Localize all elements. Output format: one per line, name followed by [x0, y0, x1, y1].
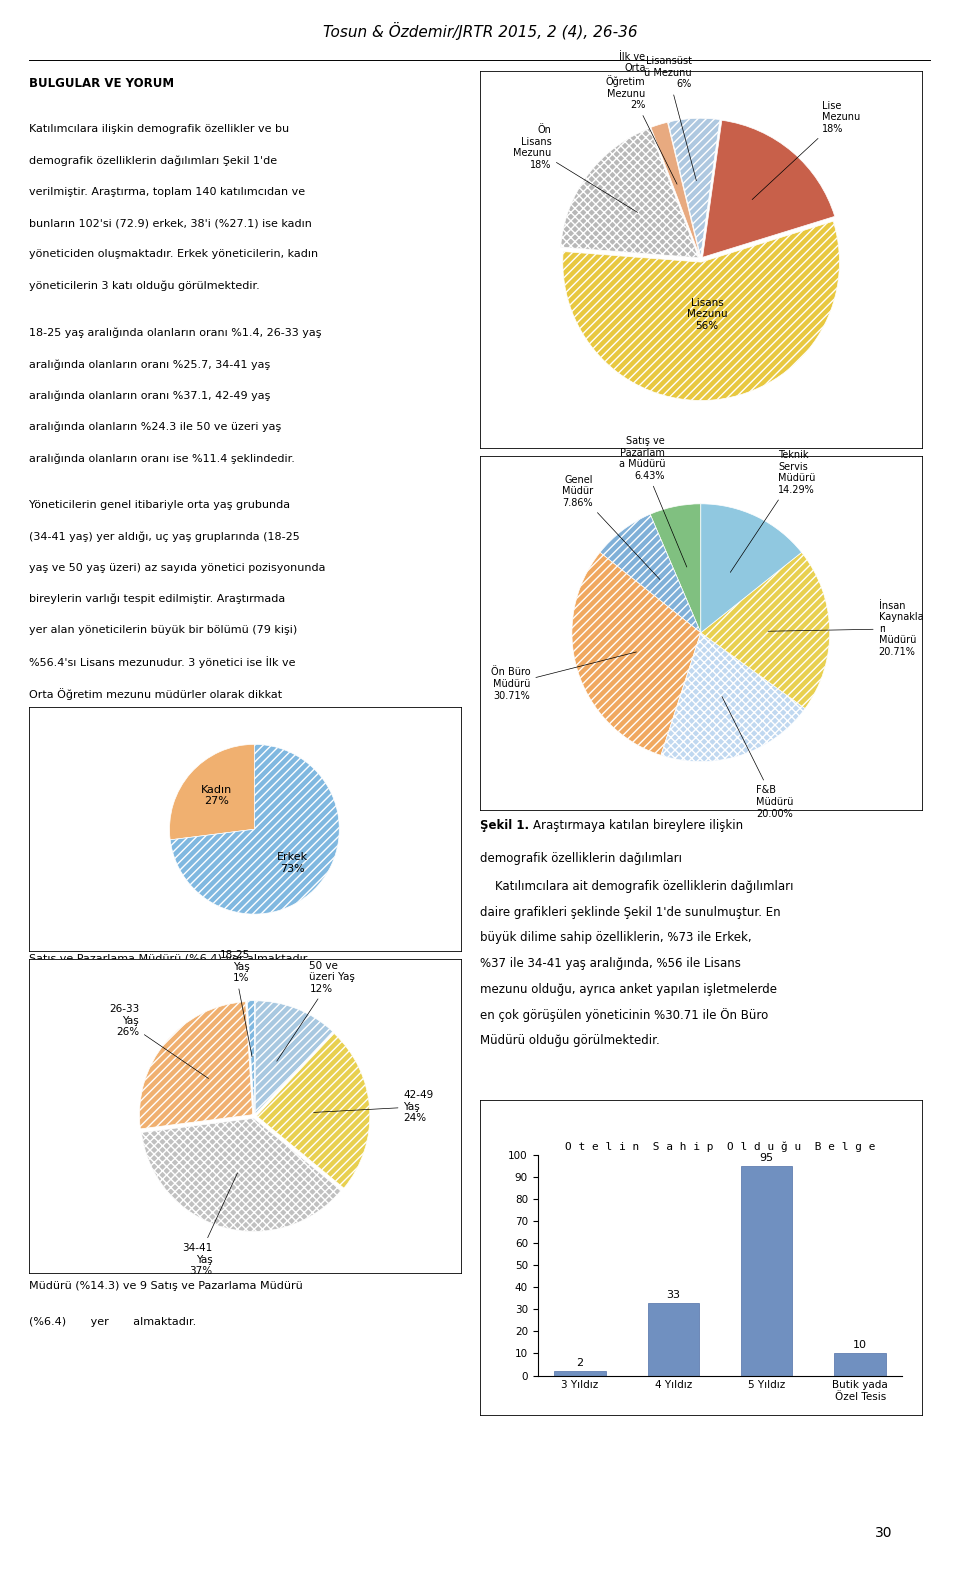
Text: aralığında olanların oranı %25.7, 34-41 yaş: aralığında olanların oranı %25.7, 34-41 … [29, 358, 270, 369]
Wedge shape [139, 1001, 252, 1129]
Text: Katılımcılara ait demografik özelliklerin dağılımları: Katılımcılara ait demografik özellikleri… [480, 880, 794, 893]
Text: Teknik
Servis
Müdürü
14.29%: Teknik Servis Müdürü 14.29% [731, 450, 815, 572]
Text: İnsan
Kaynakla
rı
Müdürü
20.71%: İnsan Kaynakla rı Müdürü 20.71% [768, 601, 924, 657]
Text: Yöneticilerin genel itibariyle orta yaş grubunda: Yöneticilerin genel itibariyle orta yaş … [29, 500, 290, 509]
Text: 50 ve
üzeri Yaş
12%: 50 ve üzeri Yaş 12% [276, 960, 355, 1061]
Text: demografik özelliklerin dağılımları Şekil 1'de: demografik özelliklerin dağılımları Şeki… [29, 156, 276, 167]
Wedge shape [703, 121, 835, 258]
Text: Müdürü olduğu görülmektedir.: Müdürü olduğu görülmektedir. [480, 1034, 660, 1047]
Text: 34-41
Yaş
37%: 34-41 Yaş 37% [182, 1173, 237, 1276]
Text: (%6.4)       yer       almaktadır.: (%6.4) yer almaktadır. [29, 1316, 196, 1327]
Wedge shape [668, 118, 720, 256]
Title: O t e l i n  S a h i p  O l d u ğ u  B e l g e: O t e l i n S a h i p O l d u ğ u B e l … [564, 1141, 876, 1152]
Text: bireylerin varlığı tespit edilmiştir. Araştırmada: bireylerin varlığı tespit edilmiştir. Ar… [29, 594, 285, 605]
Wedge shape [141, 1118, 341, 1231]
Text: 18-25
Yaş
1%: 18-25 Yaş 1% [220, 949, 252, 1056]
Text: şeklindedir.: şeklindedir. [29, 813, 93, 824]
Wedge shape [563, 222, 839, 401]
Wedge shape [701, 503, 802, 632]
Text: Araştırmaya katılan bireylere ilişkin: Araştırmaya katılan bireylere ilişkin [533, 819, 743, 832]
Text: Araştırmada 11 Genel Müdür (%7.9), 43 Ön Büro Müdürü: Araştırmada 11 Genel Müdür (%7.9), 43 Ön… [29, 860, 347, 872]
Text: ve Lisansüstü mezunu olanların oranı ise %5.7: ve Lisansüstü mezunu olanların oranı ise… [29, 781, 289, 792]
Text: Lisans
Mezunu
56%: Lisans Mezunu 56% [686, 297, 728, 332]
Text: 2: 2 [576, 1358, 584, 1368]
Text: verilmiştir. Araştırma, toplam 140 katılımcıdan ve: verilmiştir. Araştırma, toplam 140 katıl… [29, 187, 305, 196]
Text: 18-25 yaş aralığında olanların oranı %1.4, 26-33 yaş: 18-25 yaş aralığında olanların oranı %1.… [29, 329, 322, 338]
Text: en çok görüşülen yöneticinin %30.71 ile Ön Büro: en çok görüşülen yöneticinin %30.71 ile … [480, 1008, 768, 1022]
Text: aralığında olanların %24.3 ile 50 ve üzeri yaş: aralığında olanların %24.3 ile 50 ve üze… [29, 421, 281, 432]
Text: 10: 10 [853, 1341, 867, 1350]
Text: yer alan yöneticilerin büyük bir bölümü (79 kişi): yer alan yöneticilerin büyük bir bölümü … [29, 626, 297, 635]
Text: F&B
Müdürü
20.00%: F&B Müdürü 20.00% [722, 696, 793, 819]
Text: Lise
Mezunu
18%: Lise Mezunu 18% [752, 101, 860, 200]
Text: 95: 95 [759, 1154, 774, 1163]
Text: Müdürü (%20.7), 20 Teknik Servis Müdürü (%14.3) ve 9: Müdürü (%20.7), 20 Teknik Servis Müdürü … [29, 923, 338, 932]
Text: aralığında olanların oranı %37.1, 42-49 yaş: aralığında olanların oranı %37.1, 42-49 … [29, 390, 270, 401]
Text: Satış ve
Pazarlam
a Müdürü
6.43%: Satış ve Pazarlam a Müdürü 6.43% [618, 435, 686, 567]
Text: Genel
Müdür
7.86%: Genel Müdür 7.86% [562, 475, 660, 580]
Wedge shape [600, 514, 701, 632]
Text: daire grafikleri şeklinde Şekil 1'de sunulmuştur. En: daire grafikleri şeklinde Şekil 1'de sun… [480, 905, 780, 920]
Text: Orta Öğretim mezunu müdürler olarak dikkat: Orta Öğretim mezunu müdürler olarak dikk… [29, 689, 282, 700]
Text: oranı %17.9, Ön Lisans mezunu olanların oranı %17.9: oranı %17.9, Ön Lisans mezunu olanların … [29, 750, 329, 761]
Wedge shape [701, 552, 829, 709]
Text: (34-41 yaş) yer aldığı, uç yaş gruplarında (18-25: (34-41 yaş) yer aldığı, uç yaş grupların… [29, 531, 300, 542]
Text: %37 ile 34-41 yaş aralığında, %56 ile Lisans: %37 ile 34-41 yaş aralığında, %56 ile Li… [480, 957, 741, 970]
Wedge shape [650, 503, 701, 632]
Text: Ön Büro
Müdürü
30.71%: Ön Büro Müdürü 30.71% [491, 652, 636, 701]
Text: Müdürü (%14.3) ve 9 Satış ve Pazarlama Müdürü: Müdürü (%14.3) ve 9 Satış ve Pazarlama M… [29, 1281, 302, 1291]
Text: Lisansüst
ü Mezunu
6%: Lisansüst ü Mezunu 6% [644, 57, 696, 181]
Text: Satış ve Pazarlama Müdürü (%6.4) yer almaktadır.: Satış ve Pazarlama Müdürü (%6.4) yer alm… [29, 954, 310, 964]
Bar [834, 1353, 886, 1376]
Bar [554, 1371, 606, 1376]
Wedge shape [170, 744, 339, 913]
Wedge shape [255, 1001, 333, 1115]
Text: Ön
Lisans
Mezunu
18%: Ön Lisans Mezunu 18% [513, 126, 637, 212]
Bar [741, 1166, 792, 1376]
Wedge shape [561, 129, 699, 258]
Text: mezunu olduğu, ayrıca anket yapılan işletmelerde: mezunu olduğu, ayrıca anket yapılan işle… [480, 982, 777, 995]
Text: 33: 33 [666, 1289, 681, 1300]
Text: 42-49
Yaş
24%: 42-49 Yaş 24% [314, 1089, 434, 1124]
Text: BULGULAR VE YORUM: BULGULAR VE YORUM [29, 77, 174, 90]
Text: demografik özelliklerin dağılımları: demografik özelliklerin dağılımları [480, 852, 682, 865]
Text: yöneticilerin 3 katı olduğu görülmektedir.: yöneticilerin 3 katı olduğu görülmektedi… [29, 281, 259, 291]
Text: 26-33
Yaş
26%: 26-33 Yaş 26% [109, 1005, 208, 1078]
Text: (%30.7), 28 F&B Müdürü (%20), 29 İnsan Kaynakları: (%30.7), 28 F&B Müdürü (%20), 29 İnsan K… [29, 891, 321, 904]
Wedge shape [170, 744, 254, 839]
Text: bunların 102'si (72.9) erkek, 38'i (%27.1) ise kadın: bunların 102'si (72.9) erkek, 38'i (%27.… [29, 219, 312, 228]
Wedge shape [248, 1001, 254, 1115]
Text: yöneticiden oluşmaktadır. Erkek yöneticilerin, kadın: yöneticiden oluşmaktadır. Erkek yönetici… [29, 250, 318, 259]
Text: Katılımcılara ilişkin demografik özellikler ve bu: Katılımcılara ilişkin demografik özellik… [29, 124, 289, 134]
Wedge shape [661, 632, 805, 761]
Text: %56.4'sı Lisans mezunudur. 3 yönetici ise İlk ve: %56.4'sı Lisans mezunudur. 3 yönetici is… [29, 657, 296, 668]
Text: Erkek
73%: Erkek 73% [277, 852, 308, 874]
Text: aralığında olanların oranı ise %11.4 şeklindedir.: aralığında olanların oranı ise %11.4 şek… [29, 453, 295, 464]
Wedge shape [572, 552, 701, 755]
Text: Şekil 1.: Şekil 1. [480, 819, 529, 832]
Bar [648, 1303, 699, 1376]
Wedge shape [256, 1033, 370, 1188]
Text: İlk ve
Orta
Öğretim
Mezunu
2%: İlk ve Orta Öğretim Mezunu 2% [606, 52, 677, 184]
Text: Tosun & Özdemir/JRTR 2015, 2 (4), 26-36: Tosun & Özdemir/JRTR 2015, 2 (4), 26-36 [323, 22, 637, 41]
Text: çekmektedir. Bununla birlikte Lise mezunu olanların: çekmektedir. Bununla birlikte Lise mezun… [29, 720, 320, 729]
Text: 30: 30 [875, 1526, 892, 1539]
Wedge shape [651, 123, 700, 256]
Text: büyük dilime sahip özelliklerin, %73 ile Erkek,: büyük dilime sahip özelliklerin, %73 ile… [480, 931, 752, 945]
Text: Kadın
27%: Kadın 27% [201, 784, 231, 806]
Text: yaş ve 50 yaş üzeri) az sayıda yönetici pozisyonunda: yaş ve 50 yaş üzeri) az sayıda yönetici … [29, 563, 325, 572]
